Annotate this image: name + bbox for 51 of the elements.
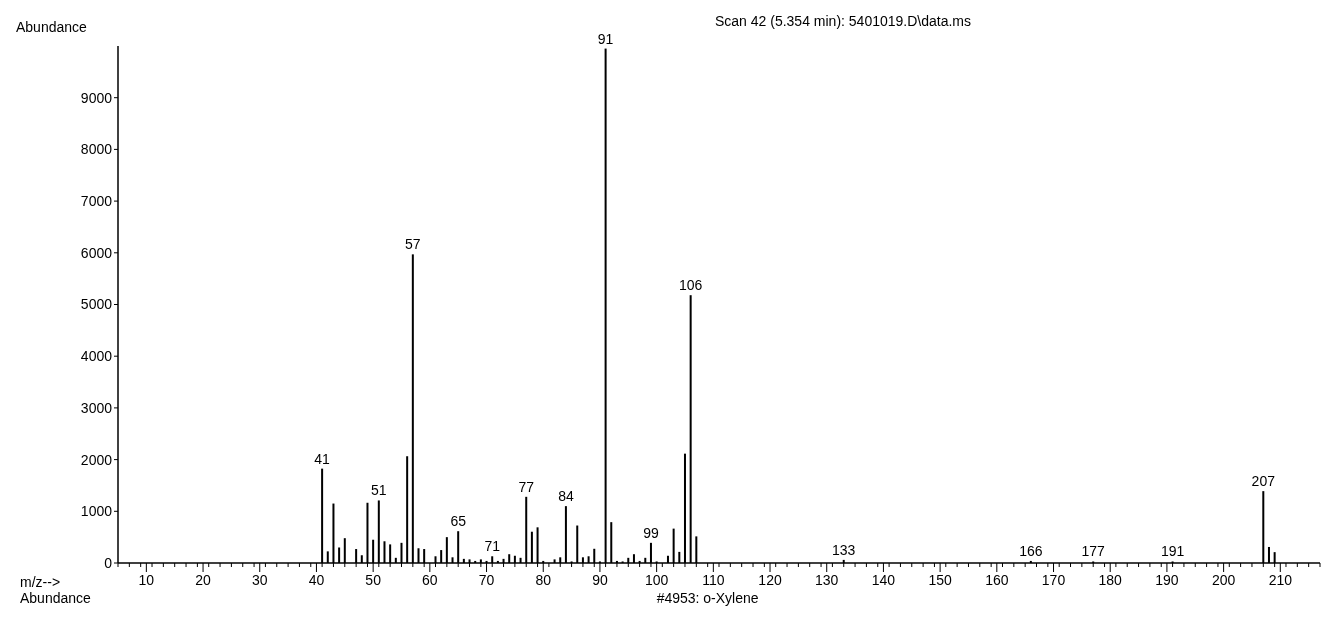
x-tick-label: 40: [308, 572, 325, 588]
y-tick-label: 9000: [80, 89, 113, 106]
x-tick-label: 70: [478, 572, 495, 588]
annotation: 84: [558, 488, 574, 505]
x-tick-label: 170: [1041, 572, 1066, 588]
x-tick-label: 30: [251, 572, 268, 588]
x-tick-label: 10: [138, 572, 155, 588]
x-tick-label: 160: [985, 572, 1009, 588]
x-tick-label: 60: [422, 572, 438, 588]
y-axis-title: Abundance: [16, 19, 88, 35]
x-tick-label: 150: [928, 572, 953, 588]
annotation: 41: [314, 450, 331, 467]
y-tick-label: 2000: [80, 451, 113, 468]
y-tick-label: 1000: [80, 503, 113, 520]
x-tick-label: 90: [592, 572, 608, 588]
chart-title: Scan 42 (5.354 min): 5401019.D\data.ms: [714, 13, 972, 29]
y-tick-label: 4000: [80, 348, 113, 365]
annotation: 91: [597, 30, 614, 47]
y-tick-label: 0: [104, 554, 113, 571]
x-tick-label: 130: [815, 572, 839, 588]
annotation: 71: [484, 538, 501, 555]
annotation: 57: [405, 236, 421, 253]
x-tick-label: 190: [1155, 572, 1179, 588]
x-tick-label: 20: [195, 572, 212, 588]
text: Abundance: [20, 590, 92, 606]
annotation: 133: [832, 541, 856, 558]
annotation: 65: [450, 513, 467, 530]
x-tick-label: 120: [758, 572, 782, 588]
x-tick-label: 100: [644, 572, 669, 588]
annotation: 51: [371, 482, 387, 499]
x-tick-label: 180: [1098, 572, 1123, 588]
x-tick-label: 110: [702, 572, 725, 588]
x-tick-label: 200: [1211, 572, 1236, 588]
annotation: 166: [1019, 542, 1043, 559]
y-tick-label: 3000: [80, 399, 113, 416]
text: #4953: o-Xylene: [656, 590, 759, 606]
annotation: 177: [1081, 543, 1106, 560]
x-tick-label: 210: [1268, 572, 1293, 588]
annotation: 207: [1251, 473, 1276, 490]
y-tick-label: 6000: [80, 244, 113, 261]
annotation: 77: [518, 478, 535, 495]
y-tick-label: 5000: [80, 296, 113, 313]
x-tick-label: 140: [871, 572, 896, 588]
x-tick-label: 50: [365, 572, 382, 588]
x-tick-label: 80: [535, 572, 552, 588]
x-axis-title: m/z-->: [20, 574, 61, 590]
y-tick-label: 7000: [80, 193, 113, 209]
y-tick-label: 8000: [80, 141, 113, 158]
annotation: 99: [643, 524, 659, 541]
annotation: 191: [1160, 543, 1185, 560]
annotation: 106: [678, 277, 703, 294]
